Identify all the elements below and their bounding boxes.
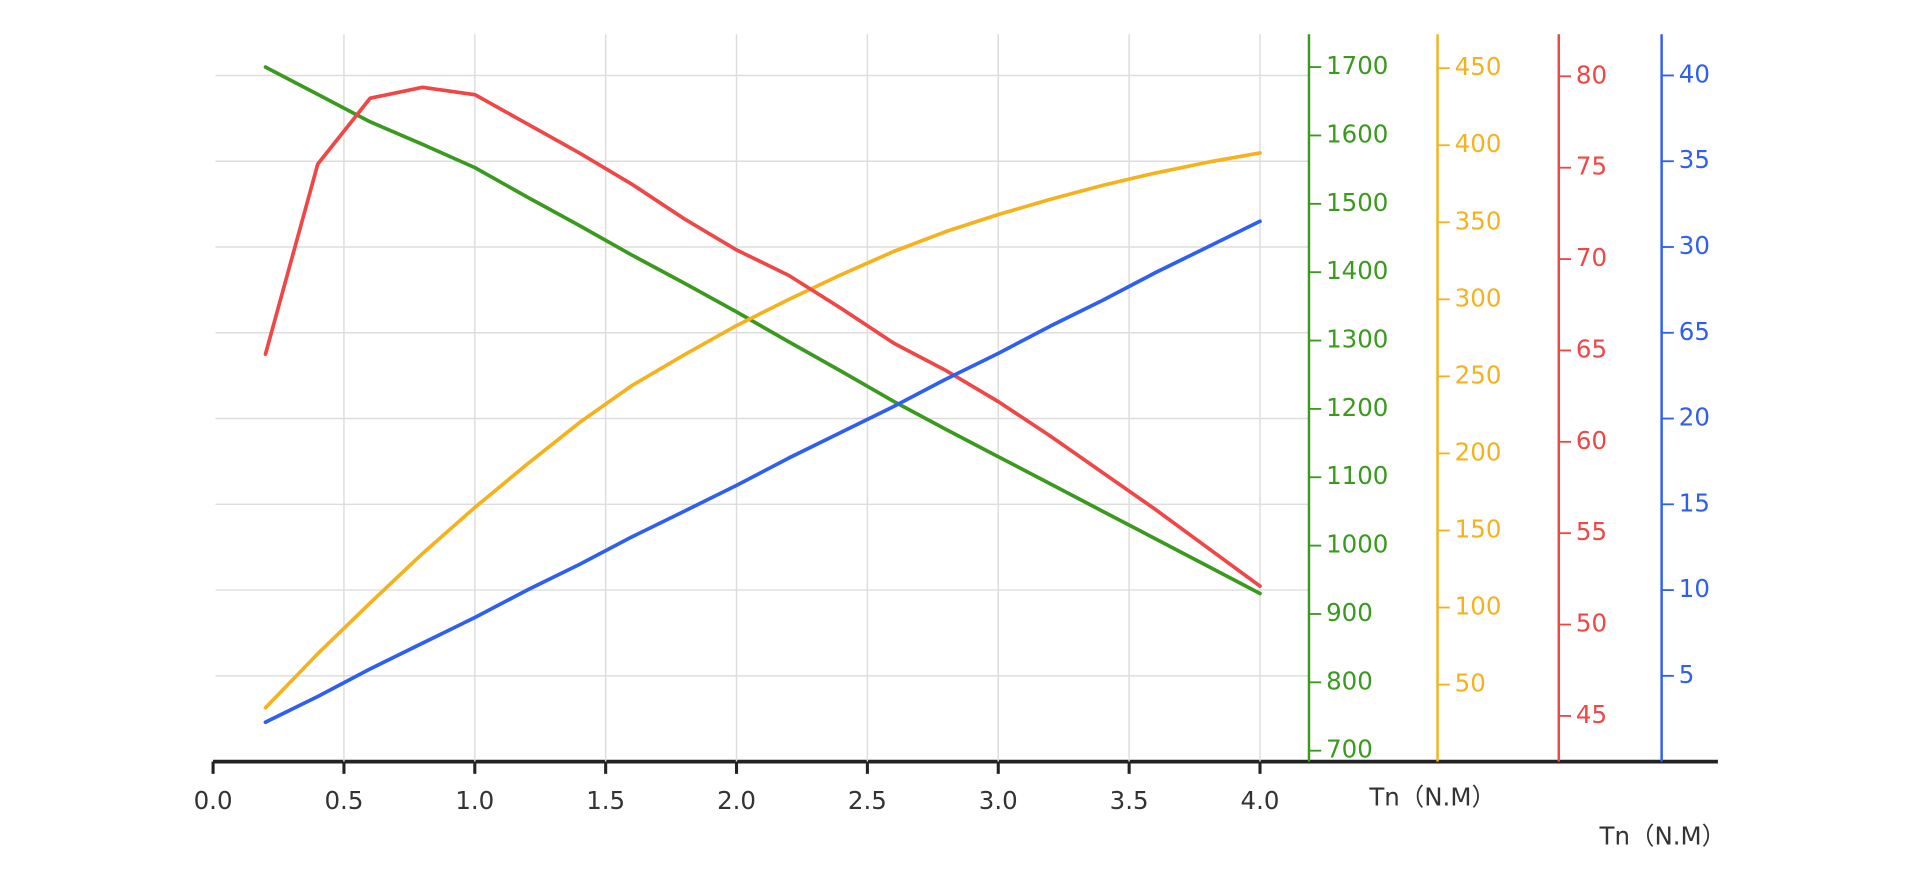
x-tick-label: 0.0 bbox=[194, 786, 233, 815]
y-tick-label: 60 bbox=[1576, 426, 1607, 455]
x-axis-label: Tn（N.M） bbox=[1599, 822, 1727, 851]
y-tick-label: 65 bbox=[1679, 317, 1710, 346]
y-tick-label: 900 bbox=[1326, 598, 1373, 627]
y-tick-label: 250 bbox=[1455, 360, 1502, 389]
y-tick-label: 100 bbox=[1455, 592, 1502, 621]
x-tick-label: 4.0 bbox=[1241, 786, 1280, 815]
y-tick-label: 300 bbox=[1455, 283, 1502, 312]
y-tick-label: 1500 bbox=[1326, 188, 1388, 217]
y-tick-label: 50 bbox=[1455, 669, 1486, 698]
x-tick-label: 3.5 bbox=[1110, 786, 1149, 815]
y-tick-label: 70 bbox=[1576, 243, 1607, 272]
line-series bbox=[263, 219, 1262, 725]
y-tick-label: 75 bbox=[1576, 152, 1607, 181]
y-tick-label: 1600 bbox=[1326, 119, 1388, 148]
y-tick-label: 200 bbox=[1455, 437, 1502, 466]
x-tick-label: 2.5 bbox=[848, 786, 887, 815]
y-tick-label: 1700 bbox=[1326, 51, 1388, 80]
y-tick-label: 80 bbox=[1576, 60, 1607, 89]
y-tick-label: 50 bbox=[1576, 609, 1607, 638]
y-tick-label: 20 bbox=[1679, 403, 1710, 432]
y-tick-label: 30 bbox=[1679, 231, 1710, 260]
y-tick-label: 150 bbox=[1455, 514, 1502, 543]
y-tick-label: 55 bbox=[1576, 517, 1607, 546]
x-tick-label: 0.5 bbox=[324, 786, 363, 815]
y-tick-label: 1400 bbox=[1326, 256, 1388, 285]
x-axis-label: Tn（N.M） bbox=[1368, 782, 1496, 811]
line-series bbox=[263, 85, 1262, 588]
x-tick-label: 1.5 bbox=[586, 786, 625, 815]
y-tick-label: 1300 bbox=[1326, 325, 1388, 354]
y-tick-label: 35 bbox=[1679, 145, 1710, 174]
y-tick-label: 450 bbox=[1455, 52, 1502, 81]
y-tick-label: 65 bbox=[1576, 334, 1607, 363]
y-tick-label: 10 bbox=[1679, 574, 1710, 603]
y-tick-label: 40 bbox=[1679, 59, 1710, 88]
y-tick-label: 15 bbox=[1679, 488, 1710, 517]
y-tick-label: 800 bbox=[1326, 666, 1373, 695]
x-tick-label: 2.0 bbox=[717, 786, 756, 815]
x-tick-label: 1.0 bbox=[455, 786, 494, 815]
y-tick-label: 1000 bbox=[1326, 530, 1388, 559]
y-tick-label: 400 bbox=[1455, 129, 1502, 158]
y-tick-label: 1200 bbox=[1326, 393, 1388, 422]
x-tick-label: 3.0 bbox=[979, 786, 1018, 815]
y-tick-label: 5 bbox=[1679, 660, 1695, 689]
y-tick-label: 45 bbox=[1576, 700, 1607, 729]
y-tick-label: 700 bbox=[1326, 735, 1373, 764]
line-series bbox=[263, 65, 1262, 596]
y-tick-label: 350 bbox=[1455, 206, 1502, 235]
y-tick-label: 1100 bbox=[1326, 461, 1388, 490]
line-series bbox=[263, 151, 1262, 710]
